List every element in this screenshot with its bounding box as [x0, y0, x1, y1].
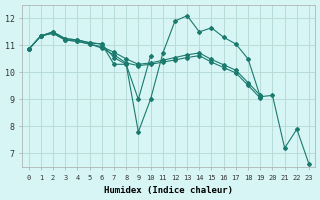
X-axis label: Humidex (Indice chaleur): Humidex (Indice chaleur)	[104, 186, 233, 195]
